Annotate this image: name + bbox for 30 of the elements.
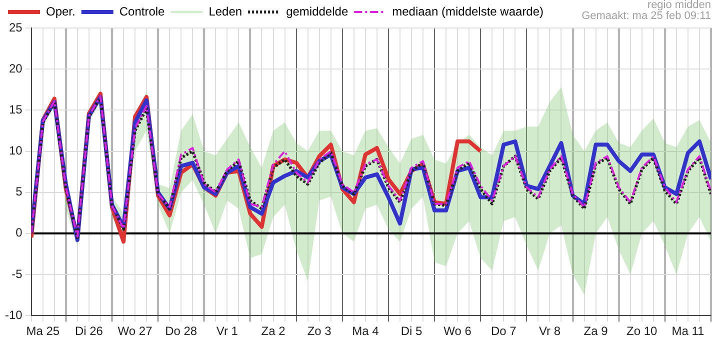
- x-tick-label: Za 2: [261, 324, 286, 338]
- x-tick-label: Do 28: [165, 324, 198, 338]
- y-tick-label: 20: [8, 61, 23, 76]
- x-tick-label: Vr 8: [538, 324, 561, 338]
- legend-label: Oper.: [46, 4, 76, 18]
- y-tick-label: -10: [5, 308, 23, 322]
- y-tick-label: 0: [16, 226, 23, 240]
- legend-label: mediaan (middelste waarde): [392, 4, 544, 18]
- x-tick-label: Zo 3: [307, 324, 332, 338]
- x-tick-label: Wo 6: [444, 324, 472, 338]
- x-tick-label: Za 9: [584, 324, 608, 338]
- x-tick-label: Zo 10: [626, 324, 658, 338]
- y-tick-label: 25: [8, 20, 23, 34]
- legend-label: Leden: [208, 4, 242, 18]
- y-tick-label: 10: [8, 144, 23, 158]
- x-tick-label: Di 26: [74, 324, 104, 338]
- x-tick-label: Di 5: [400, 324, 422, 338]
- x-tick-label: Ma 4: [352, 324, 380, 338]
- x-tick-label: Vr 1: [216, 324, 238, 338]
- y-tick-label: 15: [8, 102, 23, 116]
- x-tick-label: Wo 27: [118, 324, 153, 338]
- y-tick-label: 5: [16, 184, 23, 199]
- x-tick-label: Do 7: [490, 324, 517, 338]
- y-tick-label: -5: [12, 266, 23, 281]
- legend-label: gemiddelde: [286, 4, 348, 18]
- legend-label: Controle: [119, 4, 166, 18]
- x-tick-label: Ma 25: [26, 324, 60, 338]
- text: regio midden: [646, 0, 711, 11]
- text: Gemaakt: ma 25 feb 09:11: [582, 10, 711, 22]
- x-tick-label: Ma 11: [672, 324, 705, 338]
